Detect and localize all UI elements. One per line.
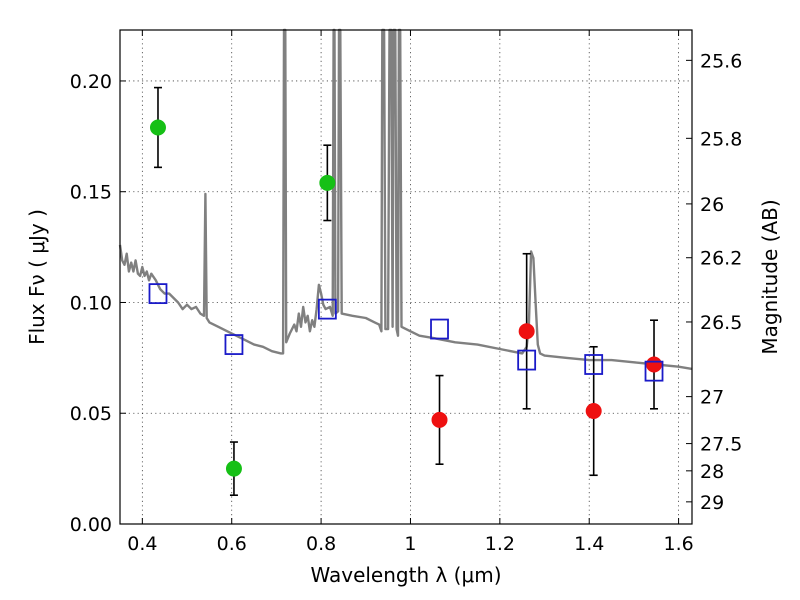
model-photometry-square	[644, 360, 664, 382]
axis-ticks: 0.4 0.6 0.8 1 1.2 1.4 1.6 0.00 0.05 0.10 0.15 0.20 2…	[70, 30, 742, 555]
green-data-point	[319, 174, 336, 191]
plot-frame	[119, 29, 693, 525]
x-tick-label: 0.4	[127, 533, 157, 555]
y-tick-label: 0.05	[70, 403, 112, 425]
y2-tick-label: 26.2	[700, 248, 742, 270]
model-spectrum	[118, 28, 693, 371]
model-photometry-square	[148, 283, 168, 305]
x-axis-title: Wavelength λ (μm)	[310, 563, 501, 587]
y2-tick-label: 27	[700, 387, 724, 409]
y2-tick-label: 26.5	[700, 312, 742, 334]
model-photometry-square	[430, 318, 449, 340]
red-data-point	[585, 403, 602, 420]
green-data-point	[225, 460, 242, 477]
x-tick-label: 1.6	[663, 533, 693, 555]
y2-axis-title: Magnitude (AB)	[758, 199, 782, 354]
y2-tick-label: 29	[700, 492, 724, 514]
y2-tick-label: 25.8	[700, 128, 742, 150]
model-photometry-square	[584, 354, 604, 375]
x-tick-label: 1	[404, 533, 416, 555]
y2-tick-label: 25.6	[700, 50, 742, 72]
x-tick-label: 1.4	[574, 533, 604, 555]
x-tick-label: 0.6	[217, 533, 247, 555]
x-tick-label: 1.2	[485, 533, 515, 555]
y-tick-label: 0.15	[70, 182, 112, 204]
y2-tick-label: 28	[700, 461, 724, 483]
y-tick-label: 0.00	[70, 514, 112, 536]
data-markers	[148, 119, 664, 477]
y2-tick-label: 26	[700, 194, 724, 216]
y-tick-label: 0.10	[70, 292, 112, 314]
model-photometry-square	[317, 298, 337, 320]
y-tick-label: 0.20	[70, 71, 112, 93]
y2-tick-label: 27.5	[700, 434, 742, 456]
model-spectrum-line	[118, 28, 693, 371]
y-axis-title: Flux Fν ( μJy )	[25, 209, 49, 345]
red-data-point	[646, 356, 663, 373]
green-data-point	[149, 119, 166, 136]
error-bars	[153, 86, 659, 497]
red-data-point	[518, 323, 535, 340]
model-photometry-square	[224, 334, 244, 355]
x-tick-label: 0.8	[306, 533, 336, 555]
model-photometry-square	[517, 349, 537, 371]
red-data-point	[431, 411, 448, 428]
